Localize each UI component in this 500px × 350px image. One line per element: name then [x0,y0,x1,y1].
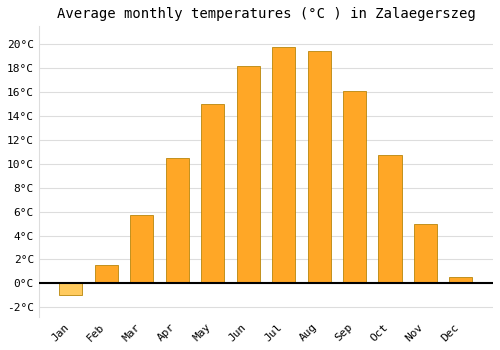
Bar [272,47,295,284]
Bar [414,224,437,284]
Bar [166,158,189,284]
Bar [378,155,402,284]
Bar [308,51,330,284]
Bar [95,265,118,284]
Bar [236,66,260,284]
Title: Average monthly temperatures (°C ) in Zalaegerszeg: Average monthly temperatures (°C ) in Za… [56,7,476,21]
Bar [450,277,472,284]
Bar [60,284,82,295]
Bar [343,91,366,284]
Bar [130,215,154,284]
Bar [201,104,224,284]
